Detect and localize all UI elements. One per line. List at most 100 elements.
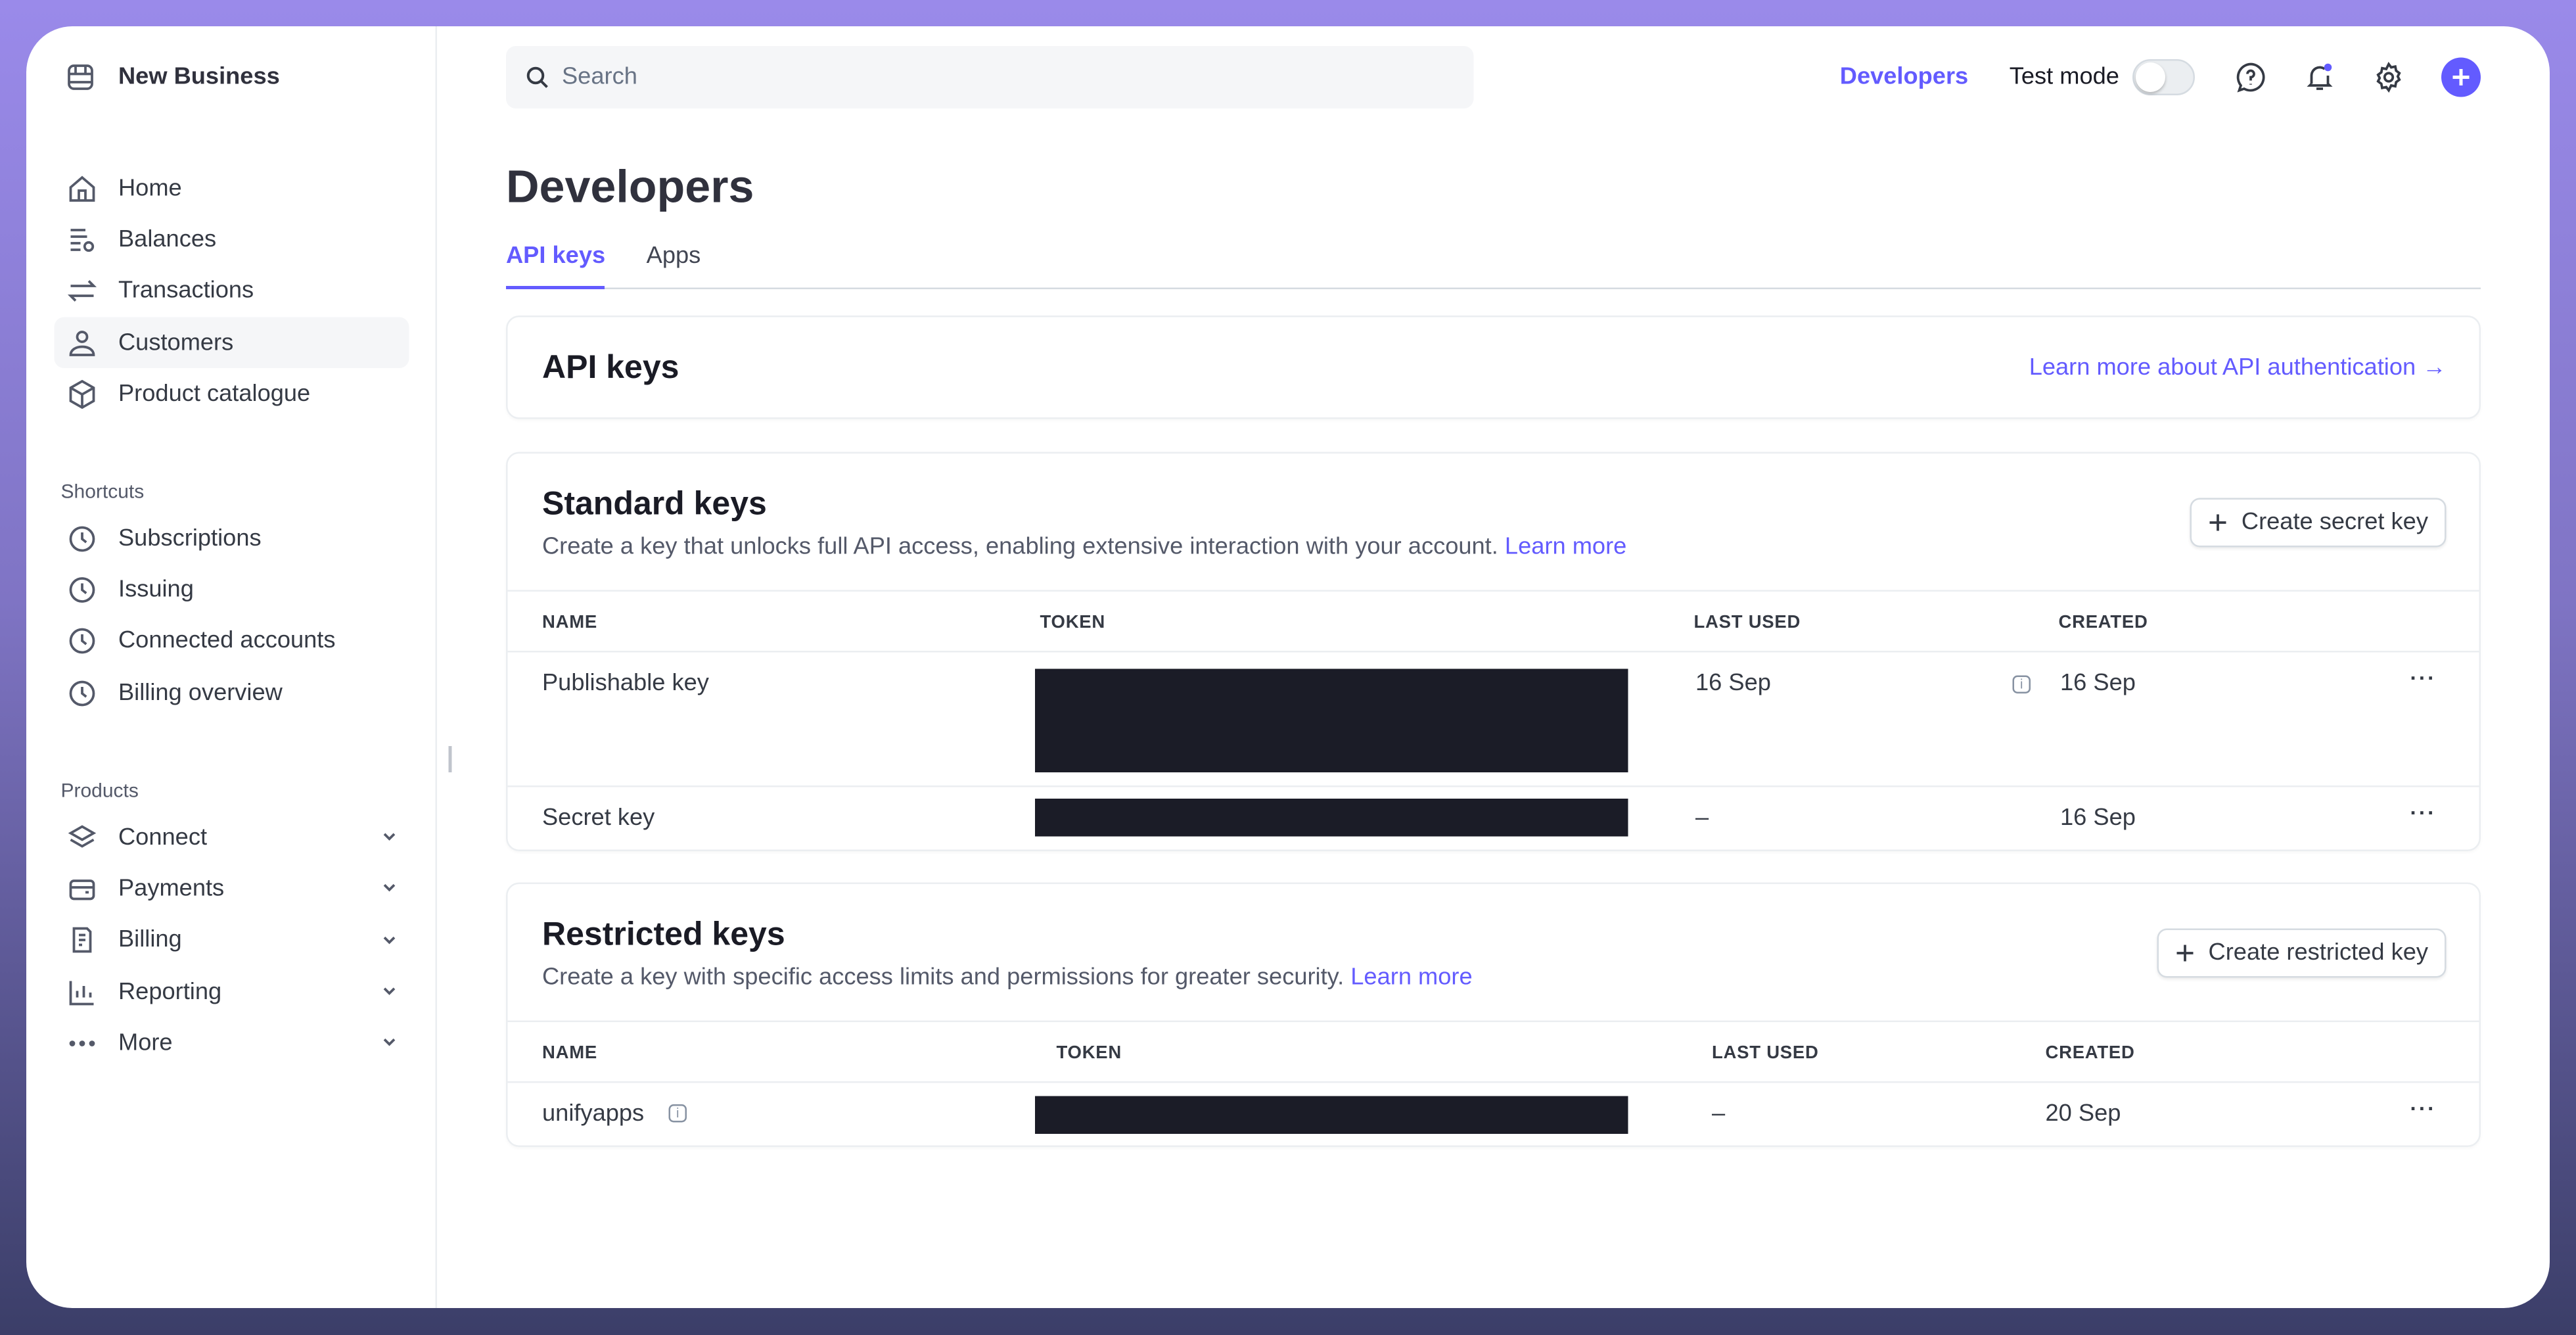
standard-learn-more-link[interactable]: Learn more xyxy=(1504,534,1627,561)
column-name: NAME xyxy=(542,613,597,633)
sidebar-item-home[interactable]: Home xyxy=(55,163,409,214)
settings-icon[interactable] xyxy=(2372,61,2405,94)
restricted-learn-more-link[interactable]: Learn more xyxy=(1350,964,1473,991)
more-actions-icon[interactable]: ··· xyxy=(2410,665,2437,691)
sidebar-item-label: Billing overview xyxy=(118,679,283,706)
sidebar-item-payments[interactable]: Payments xyxy=(55,863,409,914)
table-row[interactable]: Publishable key 16 Sep i 16 Sep ··· xyxy=(507,653,2479,787)
info-icon[interactable]: i xyxy=(668,1104,687,1123)
column-created: CREATED xyxy=(2045,1043,2135,1064)
clock-icon xyxy=(69,576,95,603)
sidebar-item-subscriptions[interactable]: Subscriptions xyxy=(55,513,409,564)
column-name: NAME xyxy=(542,1043,597,1064)
redacted-token xyxy=(1035,668,1628,772)
sidebar-item-label: Reporting xyxy=(118,978,222,1005)
balances-icon xyxy=(70,228,95,252)
clock-icon xyxy=(69,525,95,551)
more-icon xyxy=(69,1040,95,1046)
billing-icon xyxy=(72,927,92,953)
sidebar-item-more[interactable]: More xyxy=(55,1018,409,1069)
chevron-down-icon[interactable] xyxy=(380,878,400,898)
chevron-down-icon[interactable] xyxy=(380,827,400,847)
table-row[interactable]: unifyapps i – 20 Sep ··· xyxy=(508,1083,2479,1148)
sidebar-item-label: Balances xyxy=(118,226,217,253)
sidebar-item-label: Issuing xyxy=(118,576,194,603)
box-icon xyxy=(69,379,95,409)
sidebar-item-issuing[interactable]: Issuing xyxy=(55,564,409,615)
chevron-down-icon[interactable] xyxy=(380,929,400,949)
create-button[interactable] xyxy=(2441,57,2481,97)
created: 20 Sep xyxy=(2045,1101,2121,1127)
sidebar-resize-handle[interactable] xyxy=(448,746,452,772)
standard-keys-card: Standard keys Create a key that unlocks … xyxy=(506,452,2481,852)
learn-api-auth-link[interactable]: Learn more about API authentication → xyxy=(2029,355,2447,381)
test-mode-toggle[interactable] xyxy=(2132,59,2195,95)
plus-icon xyxy=(2210,514,2227,531)
sidebar: New Business Home Balances Transactions … xyxy=(26,26,452,1308)
help-icon[interactable] xyxy=(2234,61,2267,94)
redacted-token xyxy=(1035,1096,1628,1134)
sidebar-item-billing[interactable]: Billing xyxy=(55,914,409,966)
sidebar-item-balances[interactable]: Balances xyxy=(55,214,409,266)
chevron-down-icon[interactable] xyxy=(380,1032,400,1052)
redacted-token xyxy=(1035,799,1628,837)
key-name: unifyapps xyxy=(542,1101,645,1127)
app-window: New Business Home Balances Transactions … xyxy=(26,26,2550,1308)
sidebar-item-label: More xyxy=(118,1030,173,1057)
sidebar-item-customers[interactable]: Customers xyxy=(54,317,409,369)
notifications-icon[interactable] xyxy=(2303,61,2336,94)
shortcuts-heading: Shortcuts xyxy=(60,480,145,503)
last-used: 16 Sep xyxy=(1695,670,1771,697)
search-icon xyxy=(526,66,548,88)
column-token: TOKEN xyxy=(1056,1043,1122,1064)
tab-api-keys[interactable]: API keys xyxy=(506,240,606,289)
sidebar-item-label: Payments xyxy=(118,876,225,902)
search-placeholder: Search xyxy=(562,64,637,91)
button-label: Create restricted key xyxy=(2208,940,2428,966)
sidebar-item-connect[interactable]: Connect xyxy=(55,812,409,863)
column-last-used: LAST USED xyxy=(1693,613,1801,633)
sidebar-item-reporting[interactable]: Reporting xyxy=(55,966,409,1018)
sidebar-item-billing-overview[interactable]: Billing overview xyxy=(55,667,409,718)
store-icon xyxy=(68,64,93,90)
tab-apps[interactable]: Apps xyxy=(646,243,701,269)
sidebar-item-product-catalogue[interactable]: Product catalogue xyxy=(55,368,409,419)
clock-icon xyxy=(69,680,95,706)
table-row[interactable]: Secret key – 16 Sep ··· xyxy=(508,787,2479,852)
sidebar-item-transactions[interactable]: Transactions xyxy=(55,266,409,317)
sidebar-item-label: Subscriptions xyxy=(118,525,262,552)
more-actions-icon[interactable]: ··· xyxy=(2410,800,2437,826)
products-heading: Products xyxy=(60,779,139,802)
developers-link[interactable]: Developers xyxy=(1839,64,1969,91)
column-created: CREATED xyxy=(2058,613,2148,633)
key-name: Publishable key xyxy=(542,670,709,697)
test-mode-label: Test mode xyxy=(2009,64,2119,91)
page-title: Developers xyxy=(506,161,754,212)
chevron-down-icon[interactable] xyxy=(380,981,400,1000)
search-input[interactable]: Search xyxy=(506,46,1474,108)
table-header: NAME TOKEN LAST USED CREATED xyxy=(507,590,2479,653)
reporting-icon xyxy=(69,980,94,1005)
created: 16 Sep xyxy=(2060,670,2136,697)
last-used: – xyxy=(1712,1101,1726,1127)
sidebar-item-label: Connected accounts xyxy=(118,628,336,655)
info-icon[interactable]: i xyxy=(2012,675,2031,693)
sidebar-item-connected-accounts[interactable]: Connected accounts xyxy=(55,615,409,667)
sidebar-item-label: Transactions xyxy=(118,278,254,305)
sidebar-item-label: Customers xyxy=(118,329,234,356)
key-name: Secret key xyxy=(542,805,655,831)
business-switcher[interactable]: New Business xyxy=(66,62,280,92)
create-restricted-key-button[interactable]: Create restricted key xyxy=(2157,928,2447,978)
home-icon xyxy=(69,175,95,201)
restricted-keys-heading: Restricted keys xyxy=(542,917,785,953)
sidebar-item-label: Connect xyxy=(118,824,208,851)
api-keys-header-card: API keys Learn more about API authentica… xyxy=(506,316,2481,419)
connect-icon xyxy=(68,824,97,847)
create-secret-key-button[interactable]: Create secret key xyxy=(2190,498,2447,548)
more-actions-icon[interactable]: ··· xyxy=(2410,1096,2437,1121)
last-used: – xyxy=(1695,805,1709,831)
plus-icon xyxy=(2452,69,2470,85)
standard-keys-description: Create a key that unlocks full API acces… xyxy=(542,534,1498,561)
transactions-icon xyxy=(67,280,97,302)
plus-icon xyxy=(2177,945,2194,962)
